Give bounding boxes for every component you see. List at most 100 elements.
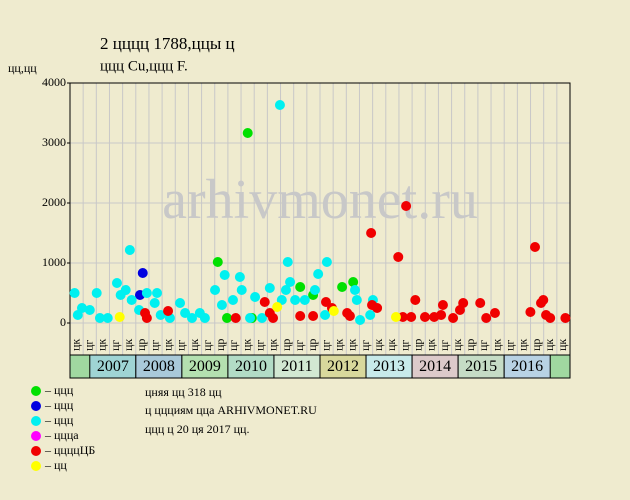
period-label: цк	[516, 339, 530, 351]
period-label: цг	[503, 340, 517, 351]
point	[337, 282, 348, 292]
point	[285, 277, 296, 288]
period-label: цг	[358, 340, 372, 351]
period-label: цк	[555, 339, 569, 351]
legend-marker	[31, 416, 41, 426]
point	[212, 256, 223, 267]
point	[365, 310, 376, 321]
period-label: цк	[266, 339, 280, 351]
period-label: цк	[68, 339, 82, 351]
x-tick-label: 2016	[511, 358, 543, 375]
point	[114, 312, 125, 322]
point	[230, 313, 241, 324]
point	[126, 295, 137, 306]
legend-label: – ццц	[44, 398, 74, 412]
footer-line: цняя цц 318 цц	[145, 385, 222, 399]
point	[410, 295, 421, 306]
period-label: цг	[437, 340, 451, 351]
chart-subtitle: ццц Cu,ццц F.	[100, 58, 188, 74]
period-label: цк	[239, 339, 253, 351]
point	[219, 270, 230, 280]
point	[295, 310, 306, 321]
period-label: цг	[253, 340, 267, 351]
period-label: цр	[134, 339, 148, 351]
point	[355, 315, 366, 325]
point	[475, 298, 486, 309]
period-label: цр	[463, 339, 477, 351]
footer-line: ц ццциям цца ARHIVMONET.RU	[145, 403, 317, 417]
point	[530, 241, 541, 252]
point	[141, 288, 152, 298]
point	[560, 313, 571, 324]
point	[94, 313, 105, 324]
legend-marker	[31, 446, 41, 456]
point	[458, 298, 469, 309]
point	[256, 313, 267, 324]
point	[102, 313, 113, 324]
period-label: цг	[174, 340, 188, 351]
period-label: цр	[213, 339, 227, 351]
period-label: цг	[476, 340, 490, 351]
period-label: цк	[95, 339, 109, 351]
period-label: цк	[489, 339, 503, 351]
y-tick-label: 4000	[42, 75, 66, 89]
footer-line: ццц ц 20 ця 2017 цц.	[145, 422, 249, 436]
period-label: цр	[410, 339, 424, 351]
point	[320, 310, 331, 321]
legend-marker	[31, 461, 41, 471]
y-tick-label: 1000	[42, 255, 66, 269]
period-label: цг	[397, 340, 411, 351]
x-tick-label: 2011	[281, 358, 312, 375]
point	[180, 307, 191, 318]
y-tick-label: 3000	[42, 135, 66, 149]
point	[274, 100, 285, 111]
point	[245, 313, 256, 324]
period-label: цк	[121, 339, 135, 351]
period-label: цк	[424, 339, 438, 351]
point	[436, 310, 447, 321]
x-tick-label: 2012	[327, 358, 359, 375]
y-axis-label: цц,цц	[8, 61, 37, 75]
point	[264, 283, 275, 294]
period-label: цг	[226, 340, 240, 351]
point	[242, 127, 253, 138]
period-label: цг	[108, 340, 122, 351]
point	[390, 312, 401, 322]
legend-marker	[31, 401, 41, 411]
period-label: цк	[345, 339, 359, 351]
x-tick-label: 2009	[189, 358, 221, 375]
point	[216, 300, 227, 310]
point	[152, 288, 163, 298]
point	[538, 295, 549, 306]
point	[268, 313, 279, 324]
legend-label: – цц	[44, 458, 67, 472]
point	[175, 298, 186, 309]
period-label: цк	[331, 339, 345, 351]
point	[76, 303, 87, 313]
period-label: цк	[160, 339, 174, 351]
point	[344, 310, 355, 321]
point	[210, 285, 221, 295]
y-tick-label: 0	[60, 315, 66, 329]
point	[187, 313, 198, 324]
point	[393, 252, 404, 262]
point	[163, 306, 174, 316]
period-label: цг	[200, 340, 214, 351]
x-tick-label: 2010	[235, 358, 267, 375]
point	[221, 313, 232, 324]
point	[227, 295, 238, 306]
period-label: цк	[371, 339, 385, 351]
legend-marker	[31, 386, 41, 396]
point	[349, 285, 360, 295]
y-tick-label: 2000	[42, 195, 66, 209]
period-label: цр	[529, 339, 543, 351]
chart-title: 2 цццц 1788,ццы ц	[100, 34, 235, 53]
point	[321, 256, 332, 267]
period-label: цг	[81, 340, 95, 351]
point	[137, 268, 148, 279]
x-tick-label: 2015	[465, 358, 497, 375]
point	[69, 288, 80, 298]
legend-label: – ццццЦБ	[44, 443, 95, 457]
point	[401, 201, 412, 211]
